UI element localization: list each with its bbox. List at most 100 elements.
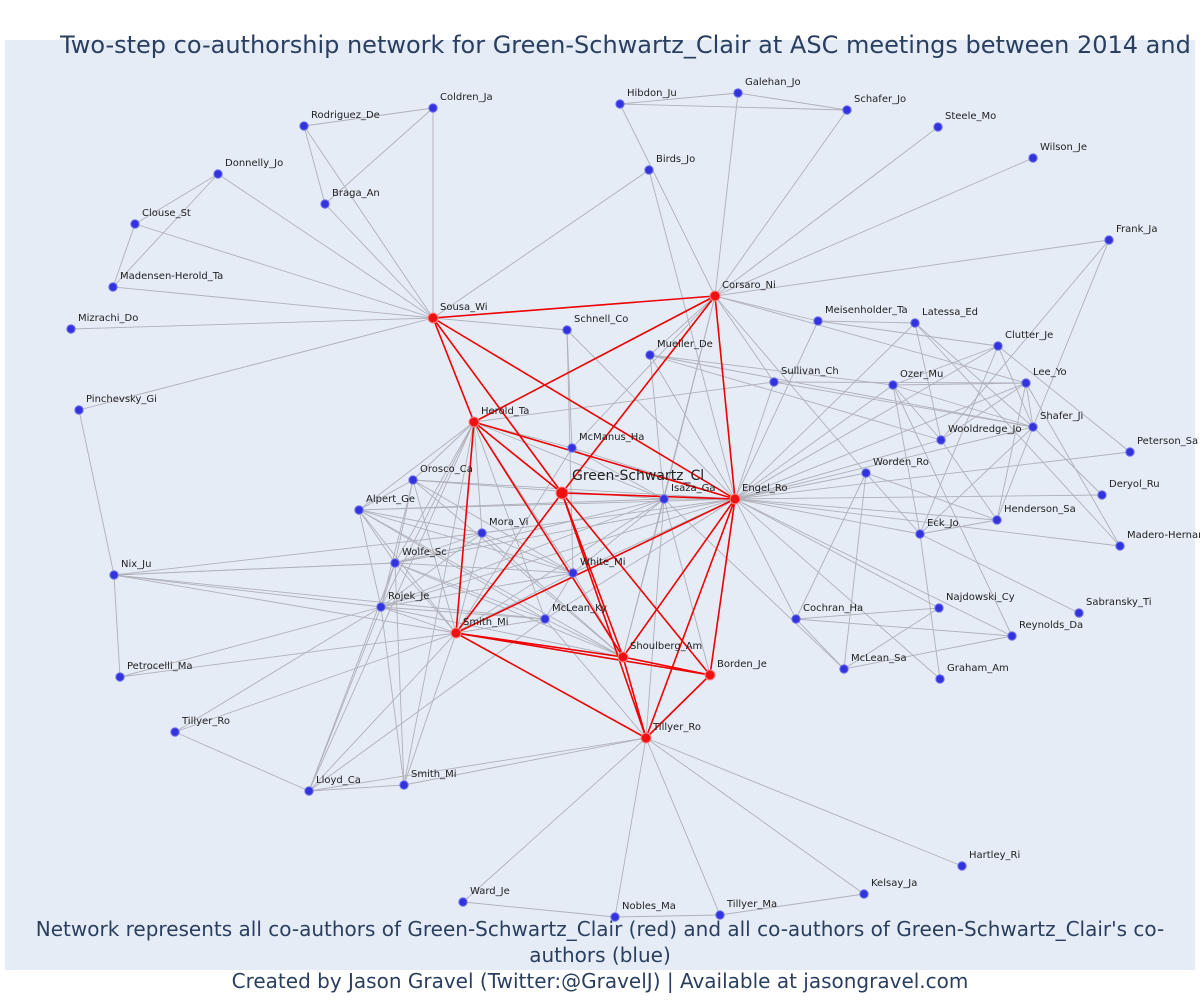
second-degree-node[interactable] xyxy=(458,897,468,907)
node-label: Lloyd_Ca xyxy=(316,775,361,786)
coauthor-node[interactable] xyxy=(450,627,462,639)
second-degree-node[interactable] xyxy=(354,505,364,515)
coauthor-node[interactable] xyxy=(427,312,439,324)
second-degree-node[interactable] xyxy=(934,603,944,613)
second-degree-node[interactable] xyxy=(390,558,400,568)
second-degree-node[interactable] xyxy=(791,614,801,624)
second-degree-node[interactable] xyxy=(610,912,620,922)
second-degree-node[interactable] xyxy=(540,614,550,624)
second-degree-node[interactable] xyxy=(842,105,852,115)
second-degree-node[interactable] xyxy=(910,318,920,328)
gray-edge xyxy=(174,632,457,733)
second-degree-node[interactable] xyxy=(769,377,779,387)
second-degree-node[interactable] xyxy=(644,165,654,175)
second-degree-node[interactable] xyxy=(170,727,180,737)
second-degree-node[interactable] xyxy=(299,121,309,131)
second-degree-node[interactable] xyxy=(568,568,578,578)
second-degree-node[interactable] xyxy=(408,475,418,485)
second-degree-node[interactable] xyxy=(1021,378,1031,388)
coauthor-node[interactable] xyxy=(709,290,721,302)
gray-edge xyxy=(795,618,1013,637)
second-degree-node[interactable] xyxy=(74,405,84,415)
second-degree-node[interactable] xyxy=(839,664,849,674)
second-degree-node[interactable] xyxy=(1115,541,1125,551)
second-degree-node[interactable] xyxy=(562,325,572,335)
second-degree-node[interactable] xyxy=(109,570,119,580)
second-degree-node[interactable] xyxy=(659,494,669,504)
chart-title: Two-step co-authorship network for Green… xyxy=(60,31,1200,59)
second-degree-node[interactable] xyxy=(813,316,823,326)
gray-edge xyxy=(817,320,916,324)
second-degree-node[interactable] xyxy=(477,528,487,538)
second-degree-node[interactable] xyxy=(1104,235,1114,245)
second-degree-node[interactable] xyxy=(1007,631,1017,641)
gray-edge xyxy=(843,472,867,670)
gray-edge xyxy=(996,426,1034,521)
second-degree-node[interactable] xyxy=(130,219,140,229)
second-degree-node[interactable] xyxy=(935,674,945,684)
second-degree-node[interactable] xyxy=(992,515,1002,525)
second-degree-node[interactable] xyxy=(1028,153,1038,163)
node-label: Worden_Ro xyxy=(873,457,929,468)
second-degree-node[interactable] xyxy=(957,861,967,871)
gray-edge xyxy=(914,322,1121,547)
second-degree-node[interactable] xyxy=(115,672,125,682)
gray-edge xyxy=(919,426,1034,535)
gray-edge xyxy=(714,295,1027,384)
second-degree-node[interactable] xyxy=(993,341,1003,351)
second-degree-node[interactable] xyxy=(428,103,438,113)
second-degree-node[interactable] xyxy=(1097,490,1107,500)
second-degree-node[interactable] xyxy=(733,88,743,98)
second-degree-node[interactable] xyxy=(376,602,386,612)
second-degree-node[interactable] xyxy=(715,910,725,920)
gray-edge xyxy=(619,103,848,111)
node-label: Mueller_De xyxy=(657,339,713,350)
gray-edge xyxy=(996,382,1027,521)
second-degree-node[interactable] xyxy=(108,282,118,292)
gray-edge xyxy=(303,125,434,319)
coauthor-node[interactable] xyxy=(468,416,480,428)
second-degree-node[interactable] xyxy=(213,169,223,179)
second-degree-node[interactable] xyxy=(1074,608,1084,618)
coauthor-node[interactable] xyxy=(640,732,652,744)
second-degree-node[interactable] xyxy=(1125,447,1135,457)
red-edge xyxy=(714,295,736,500)
gray-edge xyxy=(358,509,574,574)
second-degree-node[interactable] xyxy=(320,199,330,209)
second-degree-node[interactable] xyxy=(645,350,655,360)
node-label: Smith_Mi xyxy=(463,617,509,628)
second-degree-node[interactable] xyxy=(66,324,76,334)
gray-edge xyxy=(795,618,845,670)
node-label: Tillyer_Ma xyxy=(726,899,777,910)
second-degree-node[interactable] xyxy=(915,529,925,539)
second-degree-node[interactable] xyxy=(304,786,314,796)
node-label: Najdowski_Cy xyxy=(946,592,1015,603)
node-label: Corsaro_Ni xyxy=(722,280,776,291)
focal-node[interactable] xyxy=(555,486,569,500)
gray-edge xyxy=(432,169,650,319)
red-edge-layer xyxy=(432,295,736,739)
gray-edge xyxy=(619,103,716,297)
coauthor-node[interactable] xyxy=(704,669,716,681)
gray-edge xyxy=(714,92,739,297)
second-degree-node[interactable] xyxy=(399,780,409,790)
second-degree-node[interactable] xyxy=(615,99,625,109)
second-degree-node[interactable] xyxy=(1028,422,1038,432)
second-degree-node[interactable] xyxy=(933,122,943,132)
node-label: Schnell_Co xyxy=(574,314,628,325)
coauthor-node[interactable] xyxy=(729,493,741,505)
coauthor-node[interactable] xyxy=(617,651,629,663)
second-degree-node[interactable] xyxy=(888,380,898,390)
node-label: Herold_Ta xyxy=(481,406,529,417)
second-degree-node[interactable] xyxy=(936,435,946,445)
node-label: Reynolds_Da xyxy=(1019,620,1083,631)
gray-edge xyxy=(919,519,998,535)
node-label: Graham_Am xyxy=(947,663,1009,674)
gray-edge xyxy=(412,479,457,634)
second-degree-node[interactable] xyxy=(567,443,577,453)
second-degree-node[interactable] xyxy=(859,889,869,899)
red-edge xyxy=(432,317,475,423)
second-degree-node[interactable] xyxy=(861,468,871,478)
gray-edge xyxy=(324,107,434,205)
gray-edge xyxy=(412,479,574,574)
